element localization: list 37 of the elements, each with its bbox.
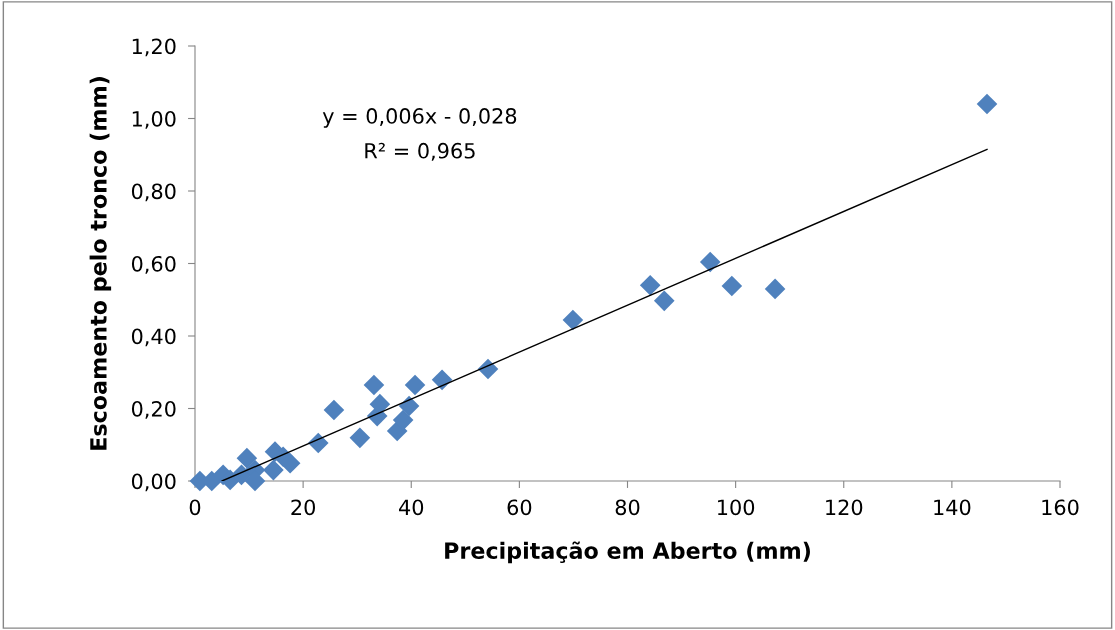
point xyxy=(398,395,420,417)
y-tick-label: 1,20 xyxy=(132,38,176,57)
y-tick-label: 0,00 xyxy=(131,473,176,492)
y-axis-title: Escoamento pelo tronco (mm) xyxy=(89,77,112,450)
x-tick-label: 20 xyxy=(291,499,315,516)
point xyxy=(392,409,414,431)
point xyxy=(279,452,301,474)
point xyxy=(323,399,345,421)
x-tick-label: 120 xyxy=(826,499,863,516)
point xyxy=(721,275,743,297)
y-tick-label: 0,80 xyxy=(131,183,176,202)
point xyxy=(236,447,258,469)
point xyxy=(764,278,786,300)
x-tick-label: 40 xyxy=(399,499,424,516)
x-axis-title: Precipitação em Aberto (mm) xyxy=(445,541,810,564)
annotation: y = 0,006x - 0,028 xyxy=(322,108,517,128)
point xyxy=(653,290,675,312)
x-tick-label: 60 xyxy=(507,499,532,516)
y-tick-label: 0,20 xyxy=(131,400,176,419)
y-tick-label: 1,00 xyxy=(132,110,176,129)
x-tick-label: 100 xyxy=(718,499,755,516)
x-tick-label: 140 xyxy=(934,499,971,516)
point xyxy=(404,374,426,396)
point xyxy=(263,459,284,481)
y-tick-label: 0,60 xyxy=(131,255,176,274)
point xyxy=(639,274,661,296)
point xyxy=(349,427,371,449)
x-tick-label: 80 xyxy=(615,499,640,516)
y-tick-label: 0,40 xyxy=(131,328,176,347)
point xyxy=(562,309,584,331)
x-tick-label: 0 xyxy=(189,499,201,516)
point xyxy=(976,93,998,115)
point xyxy=(431,369,453,391)
point xyxy=(699,251,721,273)
annotation: R² = 0,965 xyxy=(365,142,475,161)
x-tick-label: 160 xyxy=(1042,499,1079,516)
point xyxy=(363,374,385,396)
